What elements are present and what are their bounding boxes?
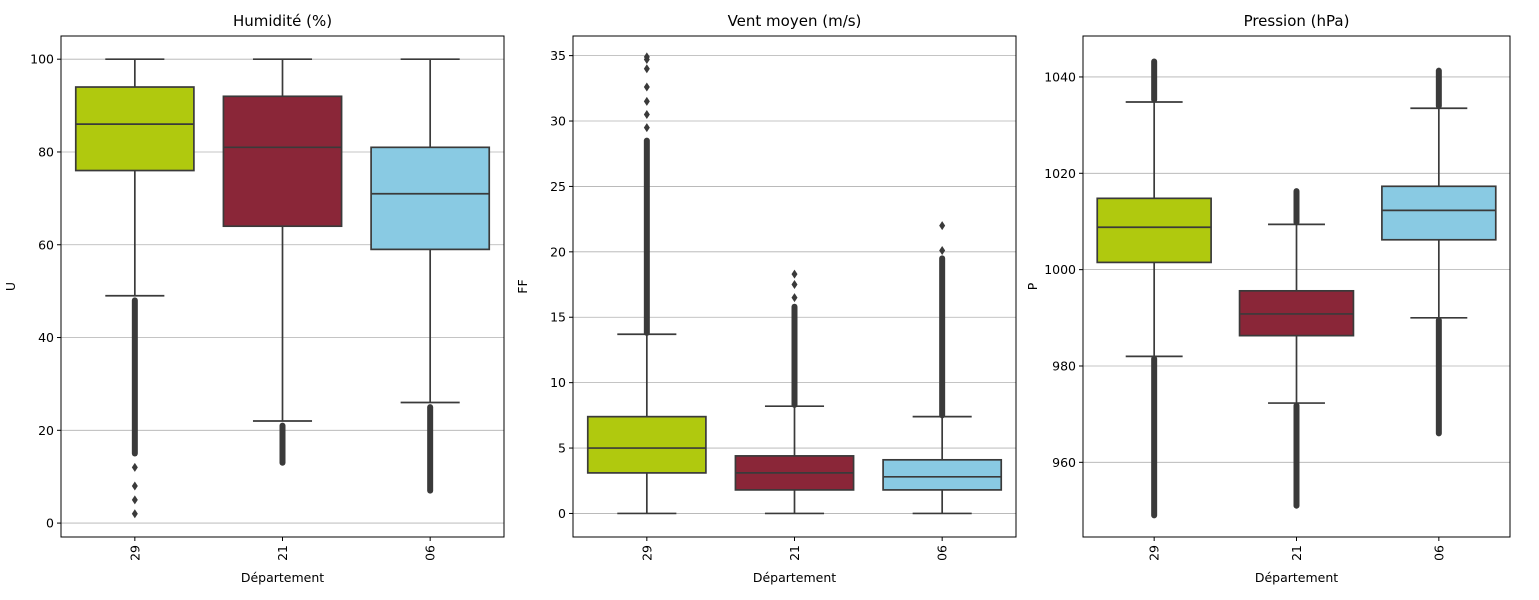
y-tick-label: 35 [550,48,566,63]
outlier-point [131,462,138,472]
y-axis-label: U [3,282,18,291]
y-tick-label: 5 [558,441,566,456]
x-tick-label: 21 [1289,545,1304,561]
chart-panel-2: 0 5 10 15 20 25 30 35 29 21 06 Vent moyen (m/s) Dépa… [515,12,1017,585]
outlier-point [791,293,798,303]
x-axis-label: Département [1255,570,1338,585]
box-iqr [1381,185,1497,241]
y-tick-label: 980 [1052,358,1076,373]
box-iqr [222,95,343,228]
outlier-band [1435,317,1442,437]
outlier-point [643,64,650,74]
box-iqr [370,146,491,251]
outlier-point [643,109,650,119]
outlier-point [939,221,946,231]
outlier-point [643,123,650,133]
outlier-band [1293,188,1300,226]
x-tick-label: 06 [935,545,950,561]
y-tick-label: 0 [46,516,54,531]
outlier-band [1151,58,1158,103]
box-iqr [586,415,707,474]
outlier-band [427,404,434,494]
outlier-point [643,52,650,62]
x-tick-label: 06 [1431,545,1446,561]
y-tick-label: 1020 [1044,166,1076,181]
outlier-point [791,269,798,279]
box-iqr [74,86,195,172]
outlier-band [1293,402,1300,509]
y-tick-label: 40 [38,330,54,345]
outlier-point [131,481,138,491]
outlier-band [1151,355,1158,519]
y-tick-label: 20 [38,423,54,438]
x-tick-label: 06 [423,545,438,561]
box-21 [734,269,855,515]
outlier-band [643,137,650,336]
x-tick-label: 21 [275,545,290,561]
chart-panel-1: 0 20 40 60 80 100 29 21 06 Humidité (%) Départemen… [3,12,505,585]
x-tick-label: 29 [639,545,654,561]
outlier-point [791,280,798,290]
y-tick-label: 80 [38,144,54,159]
box-29 [74,58,195,519]
chart-title: Pression (hPa) [1244,12,1350,30]
x-axis-label: Département [241,570,324,585]
x-axis-label: Département [753,570,836,585]
y-tick-label: 20 [550,244,566,259]
y-tick-label: 30 [550,114,566,129]
outlier-band [939,255,946,419]
outlier-point [939,246,946,256]
box-29 [1096,58,1212,519]
box-iqr [882,458,1003,491]
chart-title: Vent moyen (m/s) [728,12,862,30]
y-tick-label: 960 [1052,455,1076,470]
chart-panel-3: 960 980 1000 1020 1040 29 21 06 Pression (hPa) Dé… [1025,12,1511,585]
y-tick-label: 25 [550,179,566,194]
chart-title: Humidité (%) [233,12,332,30]
x-tick-label: 29 [127,545,142,561]
x-tick-label: 29 [1147,545,1162,561]
y-tick-label: 1000 [1044,262,1076,277]
y-tick-label: 1040 [1044,69,1076,84]
x-tick-label: 21 [787,545,802,561]
y-axis-label: P [1025,282,1040,290]
y-tick-label: 0 [558,506,566,521]
outlier-point [643,82,650,92]
box-iqr [1096,197,1212,264]
y-tick-label: 10 [550,375,566,390]
box-06 [1381,67,1497,437]
outlier-band [131,297,138,457]
outlier-band [791,303,798,408]
box-06 [370,58,491,494]
outlier-point [643,96,650,106]
outlier-band [279,422,286,466]
outlier-point [131,495,138,505]
outlier-band [1435,67,1442,109]
y-tick-label: 60 [38,237,54,252]
box-06 [882,221,1003,515]
outlier-point [131,509,138,519]
y-tick-label: 15 [550,310,566,325]
box-21 [1238,188,1355,509]
box-21 [222,58,343,466]
box-29 [586,52,707,515]
y-axis-label: FF [515,279,530,293]
y-tick-label: 100 [30,52,54,67]
